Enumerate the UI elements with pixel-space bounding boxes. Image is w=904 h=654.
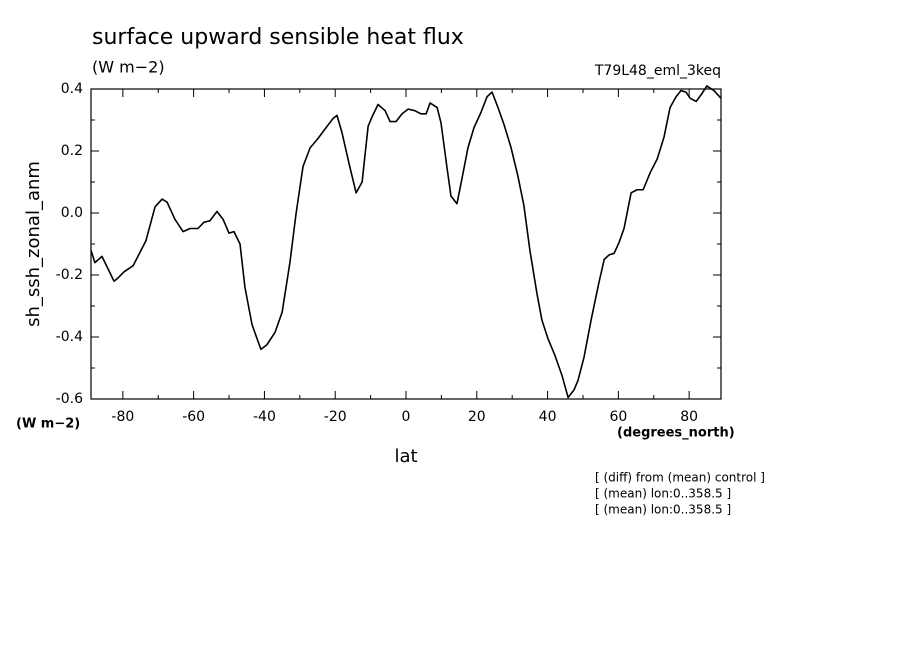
x-tick-label: -40 bbox=[253, 409, 276, 425]
note: [ (diff) from (mean) control ] bbox=[595, 471, 765, 485]
x-axis-label: lat bbox=[394, 446, 417, 467]
note: [ (mean) lon:0..358.5 ] bbox=[595, 487, 731, 501]
x-tick-label: 20 bbox=[468, 409, 486, 425]
y-tick-label: 0.0 bbox=[61, 205, 83, 221]
run-label: T79L48_eml_3keq bbox=[594, 63, 721, 79]
x-tick-label: 0 bbox=[402, 409, 411, 425]
y-tick-label: -0.2 bbox=[56, 267, 83, 283]
y-tick-label: -0.4 bbox=[56, 329, 83, 345]
x-units: (degrees_north) bbox=[617, 426, 735, 441]
y-tick-label: 0.4 bbox=[61, 81, 83, 97]
note: [ (mean) lon:0..358.5 ] bbox=[595, 503, 731, 517]
subtitle: (W m−2) bbox=[92, 58, 165, 77]
x-tick-label: -20 bbox=[324, 409, 347, 425]
x-tick-label: 60 bbox=[609, 409, 627, 425]
y-tick-label: -0.6 bbox=[56, 391, 83, 407]
x-tick-label: -60 bbox=[182, 409, 205, 425]
x-tick-label: -80 bbox=[111, 409, 134, 425]
y-units: (W m−2) bbox=[16, 417, 80, 432]
chart-title: surface upward sensible heat flux bbox=[92, 25, 464, 50]
y-axis-label: sh_ssh_zonal_anm bbox=[23, 161, 44, 327]
x-tick-label: 40 bbox=[539, 409, 557, 425]
y-tick-label: 0.2 bbox=[61, 143, 83, 159]
data-line bbox=[90, 85, 722, 399]
x-tick-label: 80 bbox=[680, 409, 698, 425]
